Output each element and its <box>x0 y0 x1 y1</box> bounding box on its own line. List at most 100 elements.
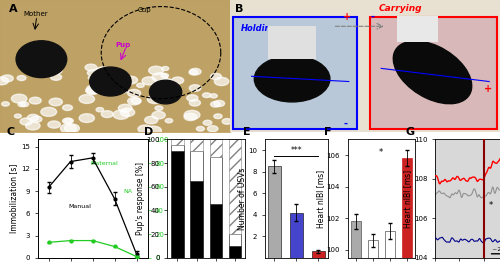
Circle shape <box>210 94 218 98</box>
Circle shape <box>2 102 10 106</box>
Y-axis label: Pup's response [%]: Pup's response [%] <box>136 162 145 235</box>
Circle shape <box>184 113 197 121</box>
Circle shape <box>50 74 62 80</box>
Bar <box>402 158 412 263</box>
Ellipse shape <box>16 41 66 78</box>
Circle shape <box>162 67 169 70</box>
Circle shape <box>160 79 173 86</box>
Circle shape <box>26 122 40 130</box>
Bar <box>171 145 183 151</box>
Bar <box>190 139 203 151</box>
Text: C: C <box>6 127 15 137</box>
Circle shape <box>214 114 222 119</box>
Text: *: * <box>488 201 493 210</box>
Text: B: B <box>236 4 244 14</box>
Bar <box>268 26 316 59</box>
Ellipse shape <box>254 56 330 102</box>
Text: Holding: Holding <box>241 24 278 33</box>
Bar <box>232 17 357 129</box>
Circle shape <box>203 120 212 125</box>
Circle shape <box>62 118 72 124</box>
Circle shape <box>86 87 98 94</box>
Circle shape <box>214 77 229 85</box>
Circle shape <box>160 82 168 87</box>
Text: Pup: Pup <box>115 42 130 48</box>
Text: D: D <box>144 127 154 137</box>
Text: E: E <box>243 127 251 137</box>
Circle shape <box>161 73 168 78</box>
Circle shape <box>187 95 198 101</box>
Text: +: + <box>484 84 492 94</box>
Circle shape <box>155 106 163 110</box>
Text: F: F <box>324 127 332 137</box>
Circle shape <box>12 94 27 103</box>
Circle shape <box>210 73 222 79</box>
Circle shape <box>20 118 32 125</box>
Circle shape <box>60 124 76 133</box>
Text: *: * <box>379 148 384 157</box>
Bar <box>190 181 203 258</box>
Circle shape <box>79 114 94 123</box>
Circle shape <box>18 102 26 107</box>
Y-axis label: Heart nIBI [ms]: Heart nIBI [ms] <box>404 169 412 228</box>
Circle shape <box>28 114 39 121</box>
Circle shape <box>14 114 21 118</box>
Text: NA: NA <box>124 189 132 194</box>
Circle shape <box>208 126 218 132</box>
Text: Mother: Mother <box>23 11 48 17</box>
Bar <box>171 139 183 145</box>
Bar <box>210 139 222 157</box>
Bar <box>229 246 241 258</box>
Bar <box>290 213 303 258</box>
Y-axis label: Heart nIBI [ms]: Heart nIBI [ms] <box>316 169 325 228</box>
Circle shape <box>0 77 8 85</box>
Circle shape <box>136 83 144 87</box>
Circle shape <box>112 80 126 88</box>
Circle shape <box>30 97 41 104</box>
Ellipse shape <box>150 80 182 104</box>
Text: ***: *** <box>290 146 302 155</box>
Text: Cup: Cup <box>138 7 151 13</box>
Circle shape <box>158 87 166 92</box>
Circle shape <box>111 75 122 82</box>
Circle shape <box>190 68 201 75</box>
Circle shape <box>184 110 200 119</box>
Circle shape <box>54 69 62 74</box>
Circle shape <box>64 124 80 133</box>
Circle shape <box>172 77 183 84</box>
Bar <box>398 16 438 42</box>
Text: G: G <box>406 127 415 137</box>
Circle shape <box>102 111 113 118</box>
Circle shape <box>79 95 94 103</box>
Circle shape <box>156 87 170 94</box>
Circle shape <box>165 119 172 123</box>
Circle shape <box>131 98 141 104</box>
Bar <box>210 157 222 205</box>
Circle shape <box>152 73 167 82</box>
Circle shape <box>41 107 56 117</box>
Bar <box>370 17 498 129</box>
Ellipse shape <box>90 67 131 96</box>
Circle shape <box>144 116 158 124</box>
Circle shape <box>128 89 140 97</box>
Circle shape <box>96 108 104 112</box>
Circle shape <box>190 100 200 106</box>
Bar <box>229 234 241 246</box>
Circle shape <box>26 64 33 69</box>
Text: -: - <box>344 118 347 128</box>
Text: +: + <box>344 12 351 22</box>
Circle shape <box>120 108 134 117</box>
Bar <box>384 231 395 263</box>
Text: -: - <box>370 12 374 22</box>
Circle shape <box>49 98 62 106</box>
Bar <box>190 151 203 181</box>
Text: A: A <box>9 4 18 14</box>
Circle shape <box>189 70 198 75</box>
Bar <box>350 221 361 263</box>
Ellipse shape <box>394 41 471 104</box>
Circle shape <box>20 102 28 107</box>
Circle shape <box>190 85 201 91</box>
Bar <box>229 139 241 234</box>
Text: Manual: Manual <box>68 204 91 209</box>
Circle shape <box>210 102 220 107</box>
